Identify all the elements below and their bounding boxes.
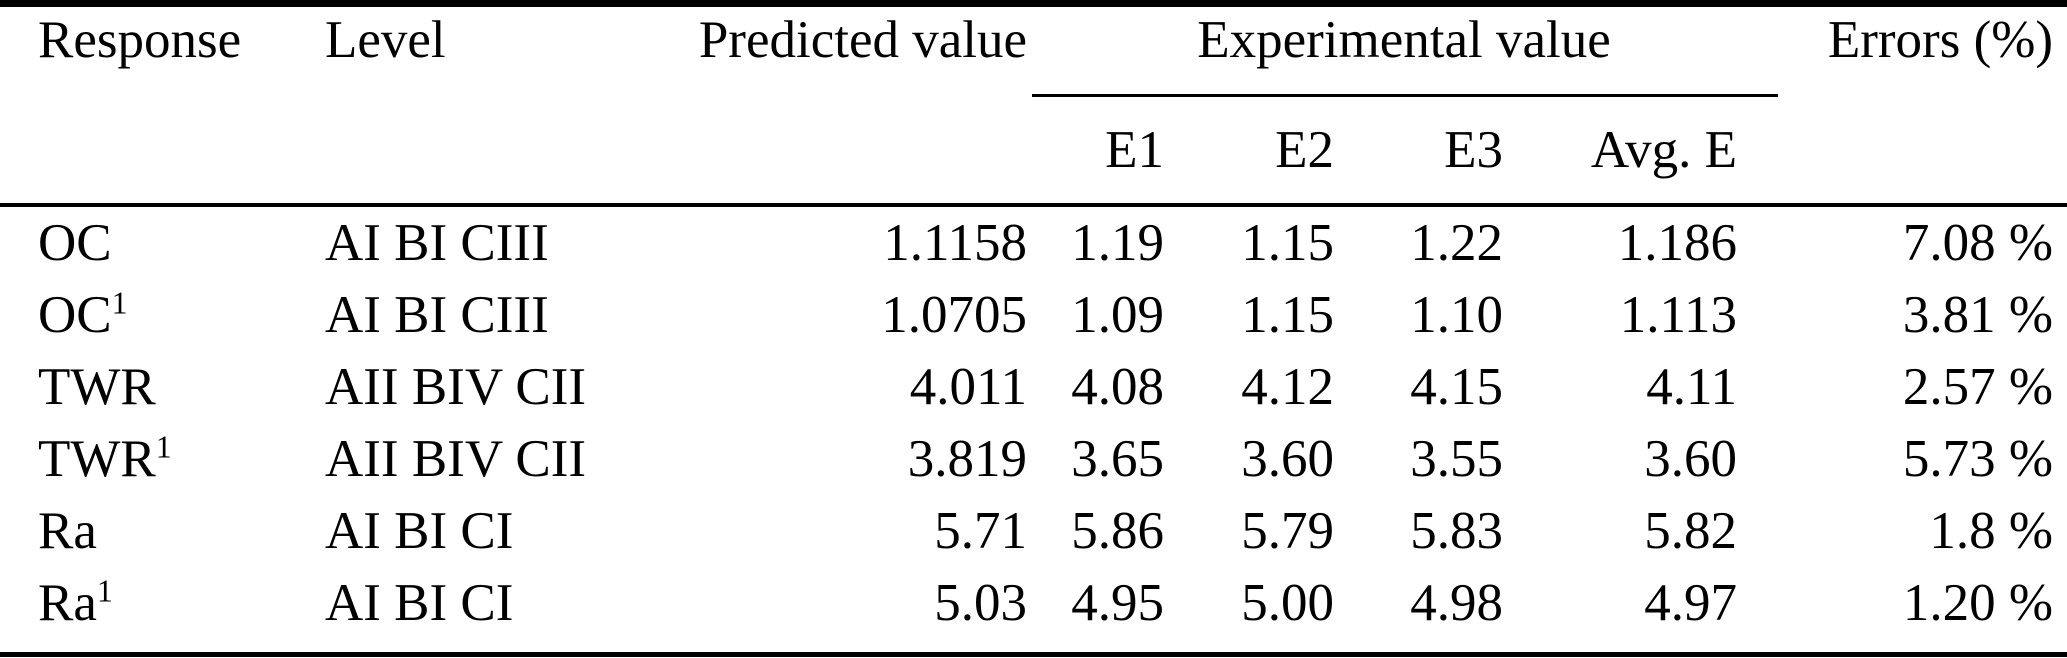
- cell-level: AI BI CIII: [325, 285, 549, 344]
- cell-e3: 4.98: [1410, 573, 1503, 632]
- cell-response: OC: [0, 207, 300, 279]
- cell-e1: 1.19: [1071, 213, 1164, 272]
- cell-level: AI BI CIII: [325, 213, 549, 272]
- cell-predicted: 3.819: [907, 429, 1027, 488]
- cell-e2: 4.12: [1241, 357, 1334, 416]
- cell-e1: 4.08: [1071, 357, 1164, 416]
- cell-e3: 5.83: [1410, 501, 1503, 560]
- table-row: TWR1 AII BIV CII 3.819 3.65 3.60 3.55 3.…: [0, 423, 2067, 495]
- cell-response: OC1: [0, 279, 300, 351]
- header-errors: Errors (%): [1827, 11, 2054, 69]
- cell-error: 5.73 %: [1902, 429, 2054, 488]
- header-e1: E1: [1105, 121, 1164, 180]
- response-superscript: 1: [96, 572, 113, 608]
- header-body-rule: [0, 203, 2067, 207]
- table-row: Ra AI BI CI 5.71 5.86 5.79 5.83 5.82 1.8…: [0, 495, 2067, 567]
- cell-predicted: 1.0705: [881, 285, 1027, 344]
- header-avg-e: Avg. E: [1590, 121, 1738, 180]
- header-predicted-value: Predicted value: [698, 11, 1027, 69]
- cell-e3: 4.15: [1410, 357, 1503, 416]
- cell-avg-e: 1.186: [1617, 213, 1738, 272]
- table-row: OC1 AI BI CIII 1.0705 1.09 1.15 1.10 1.1…: [0, 279, 2067, 351]
- cell-avg-e: 4.11: [1646, 357, 1738, 416]
- cell-response: TWR1: [0, 423, 300, 495]
- header-e3: E3: [1444, 121, 1503, 180]
- header-row-sub: E1 E2 E3 Avg. E: [0, 94, 2067, 207]
- cell-error: 7.08 %: [1902, 213, 2054, 272]
- cell-e1: 3.65: [1071, 429, 1164, 488]
- cell-e1: 1.09: [1071, 285, 1164, 344]
- cell-level: AII BIV CII: [325, 357, 587, 416]
- response-label: Ra: [38, 501, 97, 560]
- header-response: Response: [38, 11, 242, 69]
- cell-error: 1.8 %: [1929, 501, 2054, 560]
- header-row-top: Response Level Predicted value Experimen…: [0, 7, 2067, 94]
- cell-avg-e: 3.60: [1644, 429, 1738, 488]
- cell-level: AI BI CI: [325, 501, 514, 560]
- cell-response: Ra1: [0, 567, 300, 639]
- cell-e1: 4.95: [1071, 573, 1164, 632]
- table-row: OC AI BI CIII 1.1158 1.19 1.15 1.22 1.18…: [0, 207, 2067, 279]
- cell-response: Ra: [0, 495, 300, 567]
- cell-predicted: 4.011: [909, 357, 1027, 416]
- header-experimental-value: Experimental value: [1197, 11, 1611, 69]
- cell-predicted: 5.03: [934, 573, 1027, 632]
- results-table: Response Level Predicted value Experimen…: [0, 7, 2067, 639]
- cell-level: AII BIV CII: [325, 429, 587, 488]
- cell-predicted: 1.1158: [883, 213, 1027, 272]
- cell-e3: 1.10: [1410, 285, 1503, 344]
- cell-response: TWR: [0, 351, 300, 423]
- cell-e2: 1.15: [1241, 285, 1334, 344]
- experimental-value-spanner-rule: [1032, 94, 1778, 97]
- cell-avg-e: 5.82: [1644, 501, 1738, 560]
- response-label: TWR: [38, 357, 156, 416]
- cell-error: 3.81 %: [1902, 285, 2054, 344]
- cell-e3: 1.22: [1410, 213, 1503, 272]
- cell-avg-e: 4.97: [1644, 573, 1738, 632]
- cell-e2: 5.00: [1241, 573, 1334, 632]
- cell-avg-e: 1.113: [1619, 285, 1738, 344]
- bottom-rule: [0, 652, 2067, 657]
- response-label: Ra: [38, 573, 97, 632]
- cell-error: 2.57 %: [1902, 357, 2054, 416]
- response-label: TWR: [38, 429, 156, 488]
- header-level: Level: [325, 11, 446, 69]
- cell-e2: 5.79: [1241, 501, 1334, 560]
- cell-e2: 1.15: [1241, 213, 1334, 272]
- response-label: OC: [38, 285, 112, 344]
- cell-e2: 3.60: [1241, 429, 1334, 488]
- table-row: Ra1 AI BI CI 5.03 4.95 5.00 4.98 4.97 1.…: [0, 567, 2067, 639]
- table-row: TWR AII BIV CII 4.011 4.08 4.12 4.15 4.1…: [0, 351, 2067, 423]
- cell-e3: 3.55: [1410, 429, 1503, 488]
- header-e2: E2: [1275, 121, 1334, 180]
- response-superscript: 1: [111, 284, 128, 320]
- cell-e1: 5.86: [1071, 501, 1164, 560]
- cell-error: 1.20 %: [1902, 573, 2054, 632]
- response-label: OC: [38, 213, 112, 272]
- top-rule: [0, 0, 2067, 7]
- response-superscript: 1: [155, 428, 172, 464]
- cell-predicted: 5.71: [934, 501, 1027, 560]
- cell-level: AI BI CI: [325, 573, 514, 632]
